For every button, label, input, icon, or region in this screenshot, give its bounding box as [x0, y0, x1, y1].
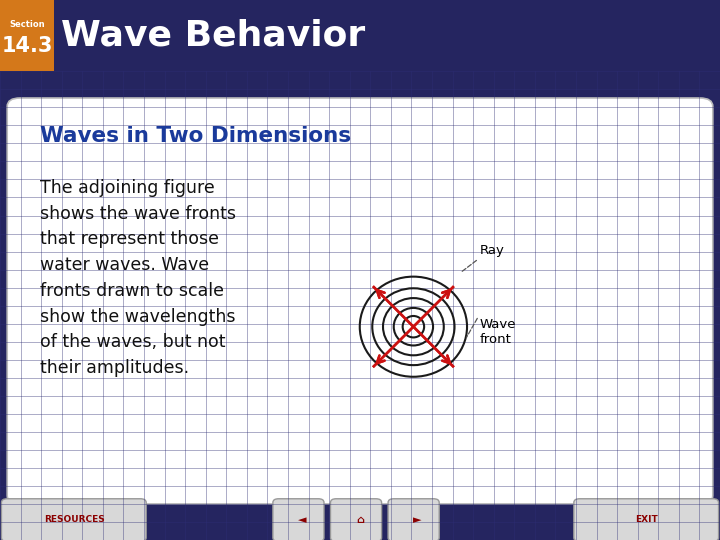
Text: Waves in Two Dimensions: Waves in Two Dimensions	[40, 126, 351, 146]
FancyBboxPatch shape	[1, 499, 146, 540]
FancyBboxPatch shape	[574, 499, 719, 540]
Text: EXIT: EXIT	[635, 515, 658, 524]
FancyBboxPatch shape	[0, 0, 54, 71]
Text: Wave
front: Wave front	[480, 318, 516, 346]
Text: 14.3: 14.3	[1, 36, 53, 56]
Text: Section: Section	[9, 20, 45, 29]
Text: ►: ►	[413, 515, 422, 525]
FancyBboxPatch shape	[388, 499, 439, 540]
Text: ⌂: ⌂	[356, 515, 364, 525]
FancyBboxPatch shape	[7, 98, 713, 504]
Text: ◄: ◄	[298, 515, 307, 525]
Text: The adjoining figure
shows the wave fronts
that represent those
water waves. Wav: The adjoining figure shows the wave fron…	[40, 179, 236, 377]
Text: RESOURCES: RESOURCES	[44, 515, 104, 524]
Text: Wave Behavior: Wave Behavior	[61, 19, 366, 52]
FancyBboxPatch shape	[330, 499, 382, 540]
Text: Ray: Ray	[480, 244, 505, 257]
FancyBboxPatch shape	[273, 499, 324, 540]
